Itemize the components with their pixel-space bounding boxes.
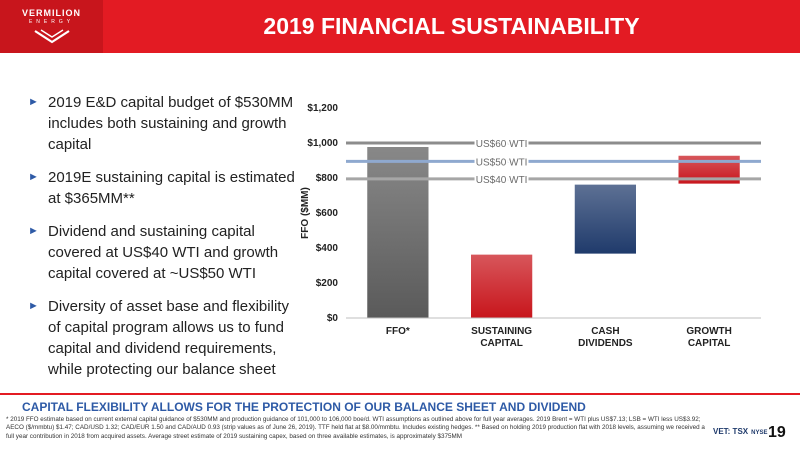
bar [573, 183, 637, 255]
x-category-label: CASH [591, 326, 619, 337]
x-category-label: GROWTH [686, 326, 732, 337]
divider-line [0, 393, 800, 395]
x-category-label: FFO* [386, 326, 410, 337]
x-category-label: DIVIDENDS [578, 338, 633, 349]
y-tick-label: $200 [316, 278, 339, 289]
bullet-list: ► 2019 E&D capital budget of $530MM inclu… [28, 92, 303, 392]
bullet-text: 2019 E&D capital budget of $530MM includ… [48, 94, 294, 153]
reference-line-label: US$40 WTI [476, 175, 528, 186]
logo-company-sub: ENERGY [28, 19, 75, 25]
conclusion-text: CAPITAL FLEXIBILITY ALLOWS FOR THE PROTE… [22, 400, 586, 414]
exchange-nyse: NYSE [751, 430, 768, 436]
bullet-item: ► 2019 E&D capital budget of $530MM inclu… [28, 92, 303, 155]
logo-chevron-icon [34, 29, 70, 44]
reference-line-label: US$50 WTI [476, 157, 528, 168]
ffo-waterfall-chart: $0 $200 $400 $600 $800 $1,000 $1,200 FFO ($MM) U… [300, 103, 761, 349]
x-category-label: CAPITAL [480, 338, 523, 349]
reference-line-label: US$60 WTI [476, 139, 528, 150]
bullet-arrow-icon: ► [28, 96, 39, 108]
bullet-arrow-icon: ► [28, 171, 39, 183]
header-bar: VERMILION ENERGY 2019 FINANCIAL SUSTAINA… [0, 0, 800, 53]
company-logo: VERMILION ENERGY [0, 0, 103, 53]
y-tick-label: $1,000 [307, 138, 338, 149]
exchange-label: VET: TSX NYSE [713, 427, 767, 436]
bullet-arrow-icon: ► [28, 300, 39, 312]
bar [470, 253, 534, 319]
bullet-item: ► Dividend and sustaining capital covered… [28, 221, 303, 284]
y-tick-label: $0 [327, 313, 339, 324]
bullet-text: 2019E sustaining capital is estimated at… [48, 169, 295, 207]
y-tick-label: $800 [316, 173, 339, 184]
bullet-arrow-icon: ► [28, 225, 39, 237]
y-tick-label: $400 [316, 243, 339, 254]
x-category-label: SUSTAINING [471, 326, 532, 337]
bar [366, 146, 430, 319]
logo-company-name: VERMILION [21, 8, 81, 18]
y-axis-title: FFO ($MM) [300, 187, 311, 239]
bullet-item: ► 2019E sustaining capital is estimated a… [28, 167, 303, 209]
y-tick-label: $1,200 [307, 103, 338, 114]
footnote-text: * 2019 FFO estimate based on current ext… [6, 416, 705, 440]
exchange-tsx: VET: TSX [713, 427, 749, 436]
page-number: 19 [768, 424, 786, 441]
bullet-text: Diversity of asset base and flexibility … [48, 298, 289, 378]
y-tick-label: $600 [316, 208, 339, 219]
slide-title: 2019 FINANCIAL SUSTAINABILITY [263, 13, 640, 39]
bullet-item: ► Diversity of asset base and flexibility… [28, 296, 303, 380]
bullet-text: Dividend and sustaining capital covered … [48, 223, 279, 282]
x-category-label: CAPITAL [688, 338, 731, 349]
